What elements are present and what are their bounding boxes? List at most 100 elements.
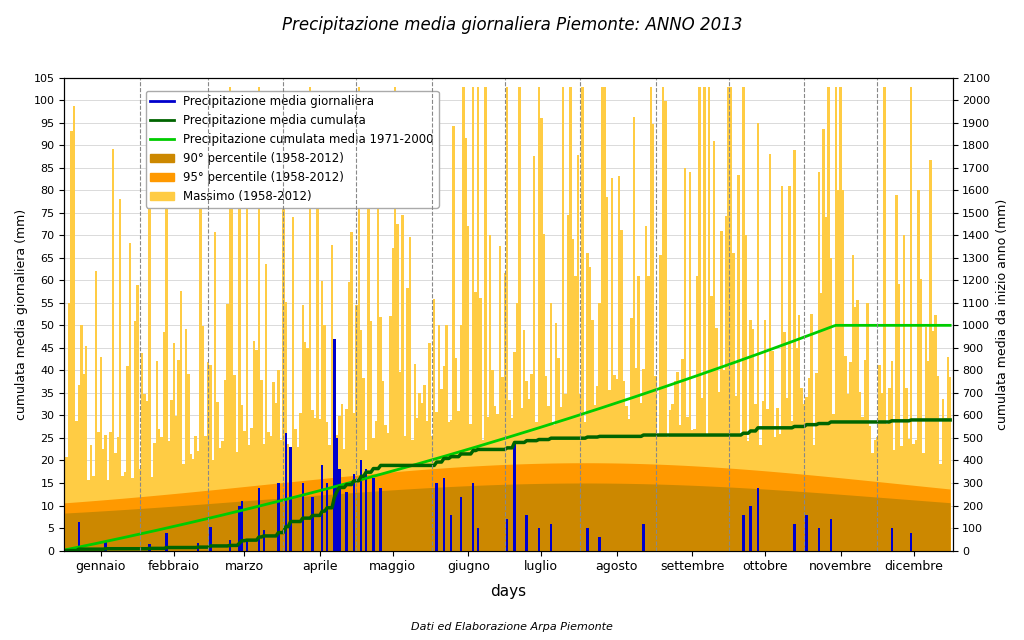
Bar xyxy=(859,392,861,550)
Bar xyxy=(343,449,345,550)
Bar xyxy=(106,481,110,550)
Bar xyxy=(265,264,267,550)
Bar xyxy=(735,396,737,550)
Text: Dati ed Elaborazione Arpa Piemonte: Dati ed Elaborazione Arpa Piemonte xyxy=(411,622,613,632)
Bar xyxy=(716,328,718,550)
Bar xyxy=(435,483,438,550)
Bar xyxy=(923,452,925,550)
Bar xyxy=(903,234,905,550)
Bar xyxy=(766,409,769,550)
Bar xyxy=(562,86,564,550)
Bar xyxy=(589,267,591,550)
Bar xyxy=(472,86,474,550)
Bar xyxy=(571,239,574,550)
Bar xyxy=(338,470,341,550)
Bar xyxy=(97,431,99,550)
Bar xyxy=(467,227,469,550)
Bar xyxy=(523,330,525,550)
Bar xyxy=(197,543,200,550)
Bar xyxy=(628,419,630,550)
Bar xyxy=(435,412,438,550)
Bar xyxy=(667,436,669,550)
Bar xyxy=(212,460,214,550)
Bar xyxy=(272,381,274,550)
Bar xyxy=(538,528,540,550)
Bar xyxy=(603,86,606,550)
Bar xyxy=(445,325,447,550)
Bar xyxy=(380,488,382,550)
Bar xyxy=(399,372,401,550)
Bar xyxy=(873,440,876,550)
Bar xyxy=(711,296,713,550)
Bar xyxy=(820,293,822,550)
Bar xyxy=(389,316,391,550)
Bar xyxy=(391,248,394,550)
Bar xyxy=(672,404,674,550)
Bar xyxy=(757,123,759,550)
Bar xyxy=(438,325,440,550)
Bar xyxy=(481,440,484,550)
Bar xyxy=(918,190,920,550)
Bar xyxy=(226,303,228,550)
Bar xyxy=(304,342,306,550)
Bar xyxy=(559,407,562,550)
Bar xyxy=(75,420,78,550)
Bar xyxy=(207,362,209,550)
Bar xyxy=(871,453,873,550)
Bar xyxy=(85,346,87,550)
Bar xyxy=(930,160,932,550)
Bar xyxy=(90,445,92,550)
Bar xyxy=(290,447,292,550)
Bar xyxy=(163,332,165,550)
Bar xyxy=(606,197,608,550)
Bar xyxy=(216,401,219,550)
Bar xyxy=(596,386,598,550)
Bar xyxy=(530,374,532,550)
Bar xyxy=(679,425,681,550)
Bar xyxy=(536,422,538,550)
Bar xyxy=(141,353,143,550)
Bar xyxy=(380,317,382,550)
Bar xyxy=(543,234,545,550)
Bar xyxy=(228,540,231,550)
Bar xyxy=(898,284,900,550)
Bar xyxy=(239,138,241,550)
Bar xyxy=(610,178,613,550)
Bar xyxy=(932,331,934,550)
Bar xyxy=(708,86,711,550)
Bar xyxy=(71,131,73,550)
Bar xyxy=(645,226,647,550)
Bar xyxy=(214,232,216,550)
Bar xyxy=(189,454,193,550)
Bar xyxy=(829,519,833,550)
Bar xyxy=(447,422,450,550)
Bar xyxy=(905,388,907,550)
Bar xyxy=(63,330,66,550)
Bar xyxy=(136,285,138,550)
Bar xyxy=(691,430,693,550)
Bar xyxy=(794,524,796,550)
Bar xyxy=(278,371,280,550)
Bar xyxy=(499,246,501,550)
Bar xyxy=(145,401,148,550)
Bar xyxy=(895,195,898,550)
Bar xyxy=(472,483,474,550)
Bar xyxy=(479,298,481,550)
Bar xyxy=(805,515,808,550)
Bar xyxy=(835,86,837,550)
Bar xyxy=(506,86,509,550)
Bar xyxy=(231,191,233,550)
Bar xyxy=(251,428,253,550)
Bar xyxy=(764,320,766,550)
Bar xyxy=(114,453,117,550)
Bar xyxy=(329,445,331,550)
Bar xyxy=(601,86,603,550)
Bar xyxy=(866,303,868,550)
Bar xyxy=(681,360,684,550)
Bar xyxy=(278,483,280,550)
Bar xyxy=(910,532,912,550)
Bar xyxy=(430,436,433,550)
Bar xyxy=(352,474,355,550)
Bar xyxy=(73,106,75,550)
Bar xyxy=(506,519,509,550)
